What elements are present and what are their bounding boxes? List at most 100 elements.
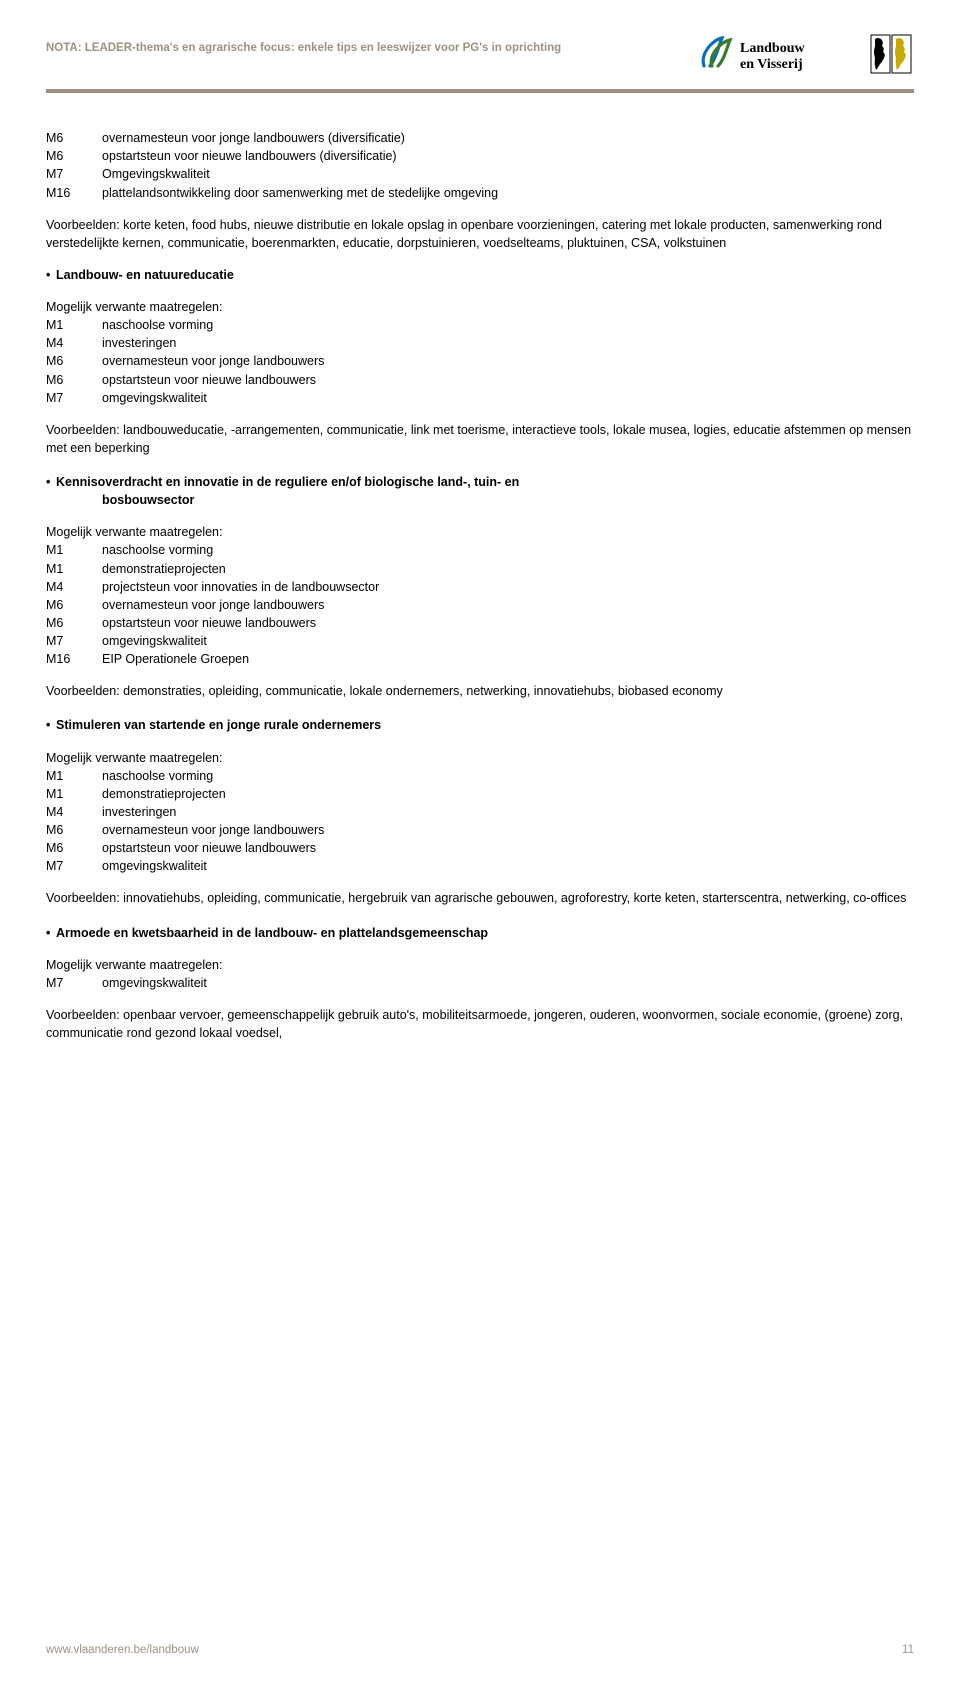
measure-desc: Omgevingskwaliteit (102, 165, 914, 183)
measure-desc: overnamesteun voor jonge landbouwers (102, 596, 914, 614)
measure-row: M7omgevingskwaliteit (46, 389, 914, 407)
top-measure-list: M6overnamesteun voor jonge landbouwers (… (46, 129, 914, 202)
footer-page-number: 11 (902, 1642, 914, 1659)
measure-code: M4 (46, 578, 102, 596)
measure-row: M6overnamesteun voor jonge landbouwers (46, 596, 914, 614)
measure-desc: naschoolse vorming (102, 316, 914, 334)
measure-row: M1naschoolse vorming (46, 316, 914, 334)
top-voorbeelden: Voorbeelden: korte keten, food hubs, nie… (46, 216, 914, 252)
section: •Armoede en kwetsbaarheid in de landbouw… (46, 924, 914, 1043)
measure-desc: investeringen (102, 334, 914, 352)
measure-code: M1 (46, 541, 102, 559)
measure-code: M16 (46, 184, 102, 202)
measure-code: M4 (46, 803, 102, 821)
measure-code: M7 (46, 974, 102, 992)
measure-code: M7 (46, 165, 102, 183)
measure-row: M1naschoolse vorming (46, 767, 914, 785)
measure-desc: opstartsteun voor nieuwe landbouwers (102, 614, 914, 632)
measure-desc: EIP Operationele Groepen (102, 650, 914, 668)
measure-list: M1naschoolse vormingM1demonstratieprojec… (46, 541, 914, 668)
measure-row: M6opstartsteun voor nieuwe landbouwers (46, 614, 914, 632)
section-heading: •Stimuleren van startende en jonge rural… (46, 716, 914, 734)
landbouw-visserij-logo: Landbouw en Visserij (698, 34, 858, 79)
measure-desc: omgevingskwaliteit (102, 389, 914, 407)
bullet-icon: • (46, 924, 56, 942)
measure-desc: demonstratieprojecten (102, 785, 914, 803)
measure-desc: investeringen (102, 803, 914, 821)
measure-row: M6overnamesteun voor jonge landbouwers (46, 352, 914, 370)
measure-row: M7omgevingskwaliteit (46, 857, 914, 875)
section-heading-text: Stimuleren van startende en jonge rurale… (56, 716, 381, 734)
measure-code: M1 (46, 767, 102, 785)
section-heading-text: Armoede en kwetsbaarheid in de landbouw-… (56, 924, 488, 942)
section-heading-text: Landbouw- en natuureducatie (56, 266, 234, 284)
measure-row: M4investeringen (46, 334, 914, 352)
section: •Stimuleren van startende en jonge rural… (46, 716, 914, 907)
voorbeelden: Voorbeelden: openbaar vervoer, gemeensch… (46, 1006, 914, 1042)
measure-list: M7omgevingskwaliteit (46, 974, 914, 992)
measure-code: M6 (46, 147, 102, 165)
measure-row: M6opstartsteun voor nieuwe landbouwers (… (46, 147, 914, 165)
header-rule (46, 89, 914, 93)
section-heading: •Kennisoverdracht en innovatie in de reg… (46, 473, 914, 491)
measure-row: M6opstartsteun voor nieuwe landbouwers (46, 371, 914, 389)
nota-header-title: NOTA: LEADER-thema's en agrarische focus… (46, 34, 561, 57)
measure-desc: opstartsteun voor nieuwe landbouwers (102, 371, 914, 389)
measure-code: M1 (46, 785, 102, 803)
measure-row: M6overnamesteun voor jonge landbouwers (46, 821, 914, 839)
measure-desc: plattelandsontwikkeling door samenwerkin… (102, 184, 914, 202)
measure-row: M16EIP Operationele Groepen (46, 650, 914, 668)
measure-desc: omgevingskwaliteit (102, 632, 914, 650)
voorbeelden: Voorbeelden: innovatiehubs, opleiding, c… (46, 889, 914, 907)
measure-desc: opstartsteun voor nieuwe landbouwers (102, 839, 914, 857)
measure-code: M6 (46, 821, 102, 839)
mogelijk-label: Mogelijk verwante maatregelen: (46, 749, 914, 767)
bullet-icon: • (46, 473, 56, 491)
measure-desc: omgevingskwaliteit (102, 974, 914, 992)
measure-row: M1demonstratieprojecten (46, 785, 914, 803)
measure-code: M16 (46, 650, 102, 668)
measure-code: M7 (46, 389, 102, 407)
section: •Kennisoverdracht en innovatie in de reg… (46, 473, 914, 700)
measure-row: M7Omgevingskwaliteit (46, 165, 914, 183)
measure-code: M1 (46, 316, 102, 334)
measure-code: M6 (46, 129, 102, 147)
measure-desc: overnamesteun voor jonge landbouwers (102, 821, 914, 839)
measure-row: M6overnamesteun voor jonge landbouwers (… (46, 129, 914, 147)
section-heading: •Landbouw- en natuureducatie (46, 266, 914, 284)
measure-desc: naschoolse vorming (102, 767, 914, 785)
voorbeelden: Voorbeelden: demonstraties, opleiding, c… (46, 682, 914, 700)
measure-code: M6 (46, 839, 102, 857)
measure-code: M7 (46, 857, 102, 875)
measure-desc: overnamesteun voor jonge landbouwers (di… (102, 129, 914, 147)
measure-desc: opstartsteun voor nieuwe landbouwers (di… (102, 147, 914, 165)
measure-row: M4investeringen (46, 803, 914, 821)
measure-row: M4projectsteun voor innovaties in de lan… (46, 578, 914, 596)
measure-code: M6 (46, 371, 102, 389)
bullet-icon: • (46, 716, 56, 734)
measure-code: M4 (46, 334, 102, 352)
svg-text:Landbouw: Landbouw (740, 41, 805, 56)
measure-row: M1naschoolse vorming (46, 541, 914, 559)
measure-list: M1naschoolse vormingM4investeringenM6ove… (46, 316, 914, 407)
mogelijk-label: Mogelijk verwante maatregelen: (46, 956, 914, 974)
measure-code: M6 (46, 614, 102, 632)
measure-list: M1naschoolse vormingM1demonstratieprojec… (46, 767, 914, 876)
footer-url: www.vlaanderen.be/landbouw (46, 1642, 199, 1659)
measure-desc: projectsteun voor innovaties in de landb… (102, 578, 914, 596)
measure-row: M16plattelandsontwikkeling door samenwer… (46, 184, 914, 202)
measure-row: M7omgevingskwaliteit (46, 632, 914, 650)
flanders-lion-logo (870, 34, 914, 79)
section: •Landbouw- en natuureducatieMogelijk ver… (46, 266, 914, 457)
measure-row: M6opstartsteun voor nieuwe landbouwers (46, 839, 914, 857)
header-logos: Landbouw en Visserij (698, 34, 914, 79)
measure-desc: naschoolse vorming (102, 541, 914, 559)
measure-code: M1 (46, 560, 102, 578)
svg-text:en Visserij: en Visserij (740, 57, 803, 72)
measure-desc: demonstratieprojecten (102, 560, 914, 578)
section-heading-indent: bosbouwsector (46, 491, 914, 509)
measure-row: M7omgevingskwaliteit (46, 974, 914, 992)
measure-code: M6 (46, 596, 102, 614)
measure-row: M1demonstratieprojecten (46, 560, 914, 578)
measure-code: M6 (46, 352, 102, 370)
